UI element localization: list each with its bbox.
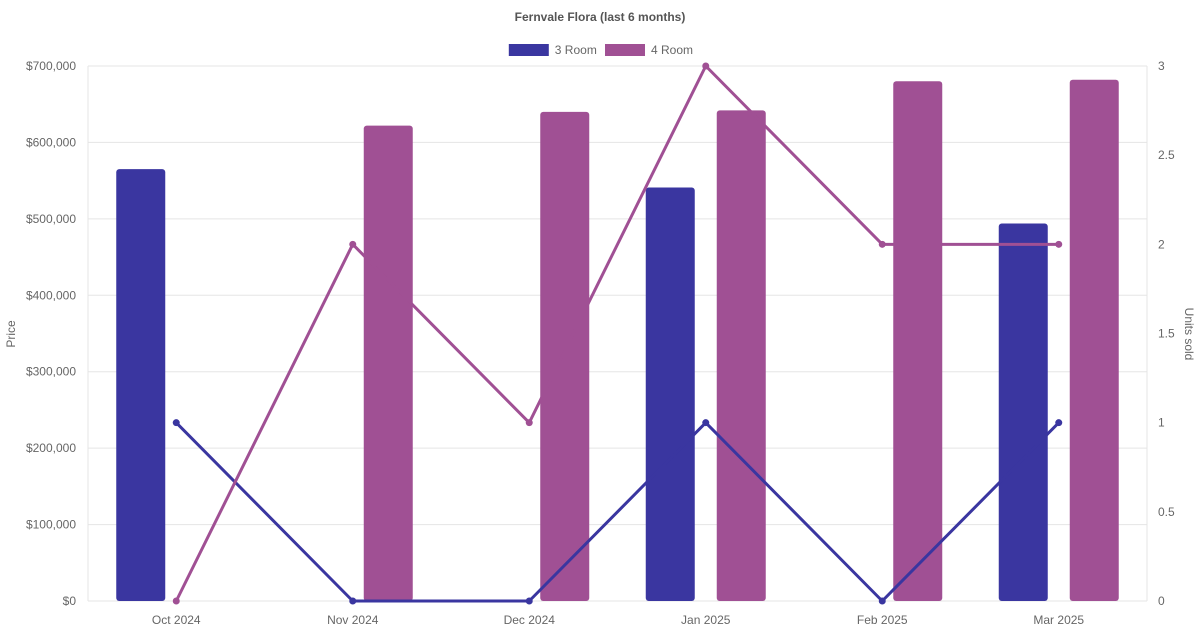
line-point xyxy=(172,419,180,427)
y2-axis-title: Units sold xyxy=(1182,308,1196,361)
y-tick-label: $500,000 xyxy=(26,212,76,226)
right-axis: 0 0.5 1 1.5 2 2.5 3 xyxy=(1158,59,1175,608)
bar xyxy=(540,111,590,601)
y-axis-title: Price xyxy=(4,320,18,348)
y-tick-label: $300,000 xyxy=(26,365,76,379)
chart-title: Fernvale Flora (last 6 months) xyxy=(515,10,686,24)
bar xyxy=(716,110,766,601)
line-point xyxy=(349,240,357,248)
y2-tick-label: 1 xyxy=(1158,416,1165,430)
x-tick-label: Dec 2024 xyxy=(504,613,556,627)
line-point xyxy=(702,419,710,427)
series-line xyxy=(174,64,1059,602)
y-tick-label: $400,000 xyxy=(26,288,76,302)
x-tick-label: Jan 2025 xyxy=(681,613,731,627)
x-tick-label: Nov 2024 xyxy=(327,613,379,627)
bar xyxy=(363,125,413,601)
line-point xyxy=(878,597,886,605)
legend-swatch xyxy=(508,44,549,56)
gridlines xyxy=(87,65,1148,602)
lines xyxy=(172,62,1063,605)
y-tick-label: $100,000 xyxy=(26,518,76,532)
y2-tick-label: 0.5 xyxy=(1158,505,1175,519)
line-point xyxy=(525,419,533,427)
line-point xyxy=(349,597,357,605)
bar xyxy=(645,187,695,601)
line-point xyxy=(702,62,710,70)
y2-tick-label: 2.5 xyxy=(1158,148,1175,162)
legend-label: 4 Room xyxy=(651,43,693,57)
legend: 3 Room 4 Room xyxy=(508,43,693,57)
x-axis: Oct 2024 Nov 2024 Dec 2024 Jan 2025 Feb 2025… xyxy=(152,613,1085,627)
legend-label: 3 Room xyxy=(555,43,597,57)
line-point xyxy=(1055,240,1063,248)
line-point xyxy=(878,240,886,248)
y-tick-label: $700,000 xyxy=(26,59,76,73)
bar xyxy=(893,81,943,602)
x-tick-label: Oct 2024 xyxy=(152,613,201,627)
y-tick-label: $600,000 xyxy=(26,135,76,149)
bar xyxy=(998,223,1048,601)
x-tick-label: Mar 2025 xyxy=(1033,613,1084,627)
bar xyxy=(1069,79,1119,601)
y-tick-label: $0 xyxy=(63,594,77,608)
y2-tick-label: 1.5 xyxy=(1158,327,1175,341)
series-line xyxy=(175,421,1060,603)
line-point xyxy=(172,597,180,605)
bars xyxy=(116,79,1119,602)
left-axis: $0 $100,000 $200,000 $300,000 $400,000 $500,0… xyxy=(26,59,76,608)
y-tick-label: $200,000 xyxy=(26,441,76,455)
legend-swatch xyxy=(605,44,645,56)
line-point xyxy=(1055,419,1063,427)
y2-tick-label: 3 xyxy=(1158,59,1165,73)
y2-tick-label: 0 xyxy=(1158,594,1165,608)
x-tick-label: Feb 2025 xyxy=(857,613,908,627)
line-point xyxy=(525,597,533,605)
y2-tick-label: 2 xyxy=(1158,237,1165,251)
bar xyxy=(116,169,166,601)
